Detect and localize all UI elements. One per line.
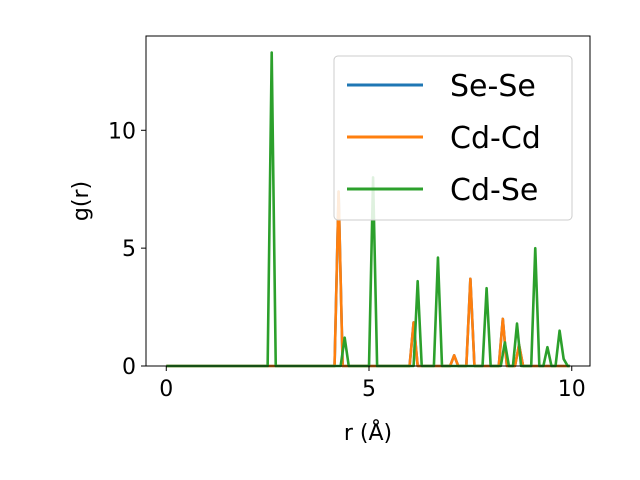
x-tick-label: 5	[362, 377, 376, 402]
legend-label-cd-cd: Cd-Cd	[450, 121, 541, 156]
legend-label-se-se: Se-Se	[450, 69, 536, 104]
x-tick-label: 0	[159, 377, 173, 402]
legend-label-cd-se: Cd-Se	[450, 173, 538, 208]
x-tick-label: 10	[558, 377, 586, 402]
y-tick-label: 5	[122, 237, 136, 262]
y-axis-label: g(r)	[69, 181, 94, 221]
legend-box	[333, 55, 573, 221]
ticks-layer: 0 5 10 0 5 10	[108, 119, 586, 402]
y-tick-label: 10	[108, 119, 136, 144]
x-axis-label: r (Å)	[344, 419, 392, 446]
y-tick-label: 0	[122, 355, 136, 380]
plot-frame	[145, 35, 591, 367]
series-line-cd-se	[166, 51, 570, 368]
legend: Se-Se Cd-Cd Cd-Se	[333, 55, 573, 221]
